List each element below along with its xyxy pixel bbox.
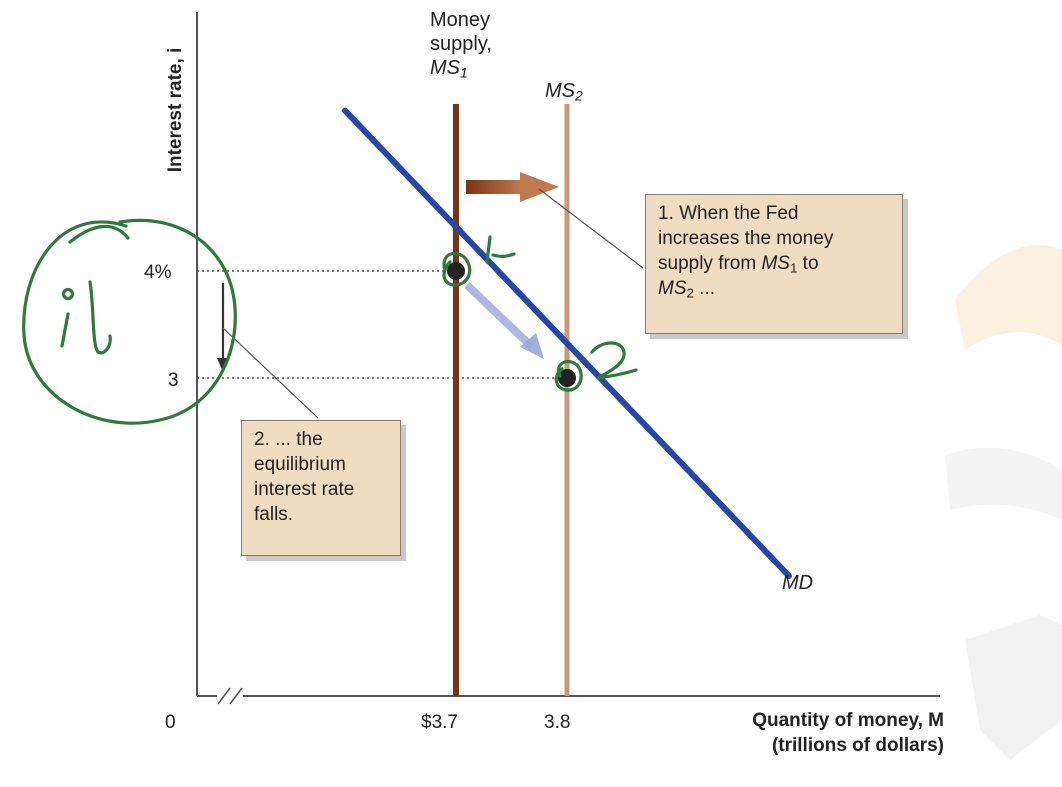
equilibrium-point-2 [558, 369, 576, 387]
note1-line1: 1. When the Fed [658, 203, 799, 224]
note2-line2: equilibrium [254, 454, 346, 475]
y-axis-title: Interest rate, i [165, 48, 187, 173]
note1-leader-line [538, 188, 644, 269]
handwritten-i-dot [61, 287, 75, 301]
supply-shift-arrow [466, 172, 559, 202]
handwritten-marks [22, 218, 638, 425]
y-tick-4pct: 4% [144, 262, 172, 283]
y-tick-3: 3 [168, 370, 179, 391]
note-fed-increases-supply: 1. When the Fed increases the money supp… [645, 194, 903, 334]
note1-line3: supply from MS1 to [658, 253, 819, 276]
note1-line4: MS2 ... [658, 278, 716, 301]
watermark-swoosh-2 [945, 447, 1062, 520]
ms1-label-line2: supply, [430, 33, 492, 55]
note2-line3: interest rate [254, 479, 355, 500]
equilibrium-point-1 [447, 262, 465, 280]
note2-line1: 2. ... the [254, 429, 323, 450]
x-axis-units: (trillions of dollars) [771, 735, 944, 756]
y-axis-title-text: Interest rate, i [165, 47, 186, 173]
handwritten-ring-1 [442, 251, 472, 287]
note2-line4: falls. [254, 504, 294, 525]
handwritten-circle [22, 218, 237, 425]
handwritten-ring-2 [554, 360, 583, 392]
x-tick-3-7: $3.7 [421, 712, 458, 733]
x-axis-title-text: Quantity of money, M [752, 710, 944, 731]
handwritten-digit-1-stem [485, 235, 492, 264]
handwritten-digit-2 [590, 341, 638, 380]
md-label: MD [782, 572, 814, 594]
movement-along-md-arrow [464, 282, 544, 359]
handwritten-digit-1-foot [491, 252, 516, 258]
watermark-swoosh-1 [955, 245, 1062, 350]
handwritten-down-arrow [88, 280, 112, 355]
note1-line2: increases the money [658, 228, 834, 249]
x-tick-3-8: 3.8 [544, 712, 571, 733]
ms1-label-name: MS1 [430, 57, 468, 81]
watermark-swoosh-3 [965, 615, 1062, 760]
x-axis-title: Quantity of money, M (trillions of dolla… [640, 708, 944, 758]
axis-break-marks [217, 686, 243, 706]
handwritten-circle-overlap [68, 224, 130, 244]
note2-leader-line [222, 327, 319, 419]
ms1-label: Money supply, MS1 [430, 8, 492, 80]
handwritten-i-stem [60, 312, 70, 348]
ms2-label: MS2 [545, 80, 583, 104]
x-tick-origin: 0 [165, 712, 176, 733]
note-rate-falls: 2. ... the equilibrium interest rate fal… [241, 420, 401, 556]
ms1-label-line1: Money [430, 9, 491, 31]
md-curve [342, 107, 792, 579]
